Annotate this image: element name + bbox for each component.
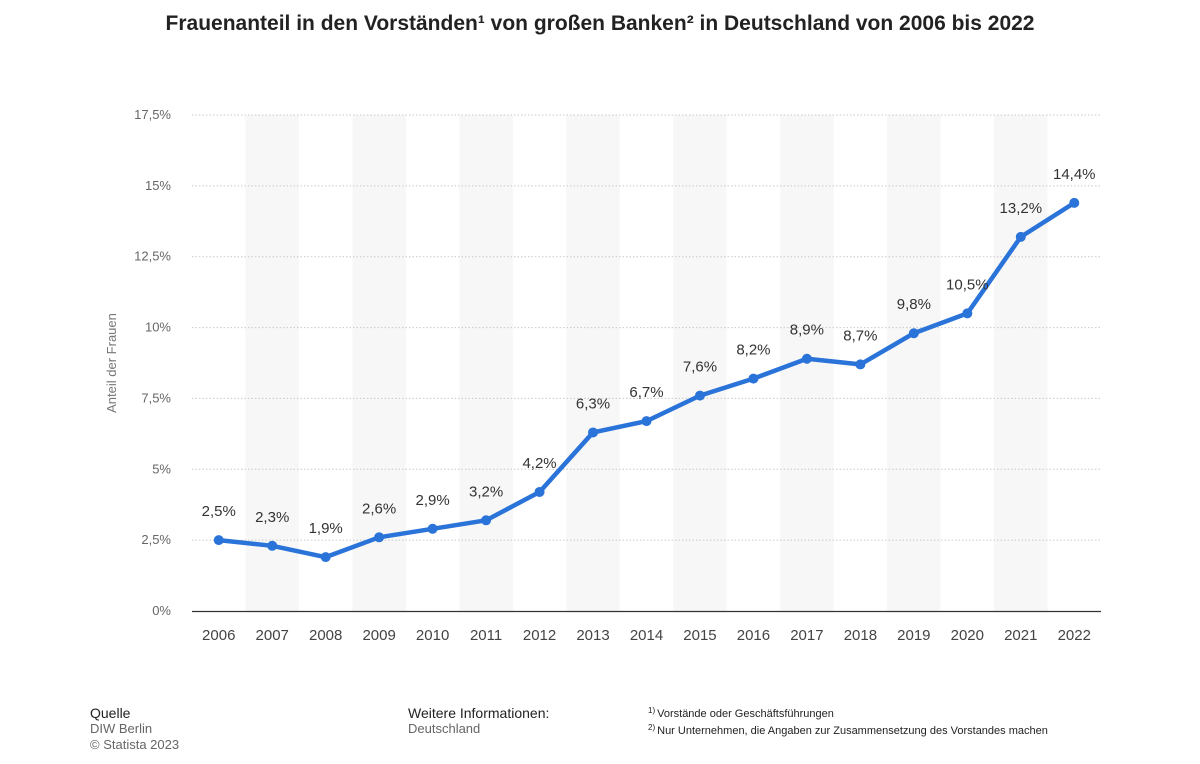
data-label: 2,6% (362, 500, 396, 517)
data-label: 2,5% (202, 503, 236, 520)
column-band (352, 115, 406, 611)
data-label: 6,7% (629, 384, 663, 401)
data-point (855, 359, 866, 370)
data-point (588, 427, 599, 438)
footnote-1-mark: 1) (648, 706, 656, 715)
data-point (213, 535, 224, 546)
series-line (216, 200, 1077, 560)
column-band (245, 115, 299, 611)
x-tick-label: 2018 (844, 627, 877, 644)
y-tick-label: 0% (152, 603, 171, 618)
footnote-1: 1) Vorstände oder Geschäftsführungen (648, 704, 834, 721)
column-band (673, 115, 727, 611)
y-tick-label: 12,5% (134, 249, 171, 264)
y-tick-label: 15% (145, 178, 171, 193)
data-point (641, 416, 652, 427)
y-tick-label: 17,5% (134, 107, 171, 122)
data-label: 14,4% (1053, 166, 1096, 183)
y-axis-ticks: 0% 2,5% 5% 7,5% 10% 12,5% 15% 17,5% (134, 107, 171, 618)
y-tick-label: 5% (152, 461, 171, 476)
data-label: 4,2% (522, 455, 556, 472)
data-point (748, 373, 759, 384)
x-tick-label: 2019 (897, 627, 930, 644)
gridlines (192, 114, 1101, 541)
data-label: 13,2% (1000, 200, 1043, 217)
data-point (481, 515, 492, 526)
y-tick-label: 7,5% (141, 390, 171, 405)
data-point (962, 308, 973, 319)
y-axis-label: Anteil der Frauen (104, 313, 119, 413)
data-label: 10,5% (946, 276, 989, 293)
data-label: 1,9% (309, 520, 343, 537)
x-tick-label: 2015 (683, 627, 716, 644)
column-band (887, 115, 941, 611)
more-info-text: Deutschland (408, 721, 481, 736)
x-tick-label: 2012 (523, 627, 556, 644)
data-point (427, 523, 438, 534)
data-label: 3,2% (469, 483, 503, 500)
data-point (801, 353, 812, 364)
data-label: 8,7% (843, 327, 877, 344)
x-tick-label: 2011 (470, 627, 502, 644)
x-tick-label: 2010 (416, 627, 449, 644)
column-band (566, 115, 620, 611)
x-tick-label: 2021 (1004, 627, 1037, 644)
x-tick-label: 2007 (256, 627, 289, 644)
x-axis-ticks: 2006 2007 2008 2009 2010 2011 2012 2013 2014 2015… (202, 627, 1091, 644)
more-info-heading: Weitere Informationen: (408, 705, 550, 721)
copyright: © Statista 2023 (90, 737, 180, 752)
data-label: 8,9% (790, 322, 824, 339)
data-labels: 2,5% 2,3% 1,9% 2,6% 2,9% 3,2% 4,2% 6,3% 6,7% 7,6%… (202, 166, 1096, 537)
x-tick-label: 2020 (951, 627, 984, 644)
more-info-block: Weitere Informationen: Deutschland (408, 705, 549, 737)
data-label: 2,3% (255, 509, 289, 526)
source-name: DIW Berlin (90, 721, 153, 736)
data-label: 8,2% (736, 342, 770, 359)
x-tick-label: 2006 (202, 627, 235, 644)
column-bands (245, 115, 1048, 611)
data-point (267, 540, 278, 551)
data-label: 6,3% (576, 395, 610, 412)
footnote-2-mark: 2) (648, 723, 656, 732)
data-point (908, 328, 919, 339)
y-tick-label: 10% (145, 320, 171, 335)
x-tick-label: 2016 (737, 627, 770, 644)
data-points (213, 197, 1080, 563)
footnote-2-text: Nur Unternehmen, die Angaben zur Zusamme… (657, 725, 1048, 737)
column-band (459, 115, 513, 611)
x-tick-label: 2008 (309, 627, 342, 644)
x-tick-label: 2017 (790, 627, 823, 644)
data-label: 7,6% (683, 359, 717, 376)
source-block: Quelle DIW Berlin © Statista 2023 (90, 705, 179, 753)
column-band (994, 115, 1048, 611)
y-tick-label: 2,5% (141, 532, 171, 547)
source-heading: Quelle (90, 705, 131, 721)
x-tick-label: 2014 (630, 627, 663, 644)
data-point (320, 552, 331, 563)
chart-title: Frauenanteil in den Vorständen¹ von groß… (165, 12, 1035, 35)
x-tick-label: 2013 (576, 627, 609, 644)
x-tick-label: 2022 (1058, 627, 1091, 644)
data-label: 2,9% (416, 492, 450, 509)
data-label: 9,8% (897, 296, 931, 313)
data-point (374, 532, 385, 543)
data-point (534, 486, 545, 497)
footnote-1-text: Vorstände oder Geschäftsführungen (657, 708, 834, 720)
data-point (1069, 197, 1080, 208)
data-point (694, 390, 705, 401)
footnote-2: 2) Nur Unternehmen, die Angaben zur Zusam… (648, 721, 1048, 738)
x-tick-label: 2009 (362, 627, 395, 644)
data-point (1015, 231, 1026, 242)
